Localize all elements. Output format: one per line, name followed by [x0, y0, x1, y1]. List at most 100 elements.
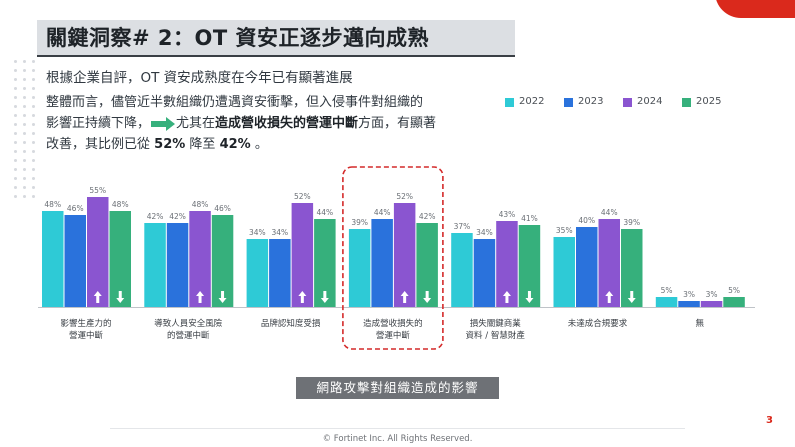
decorative-dot: [14, 69, 17, 72]
category-label: 導致人員安全風險: [154, 318, 223, 329]
bar-value-label: 39%: [623, 218, 640, 227]
decorative-dot: [23, 123, 26, 126]
bar-value-label: 44%: [317, 208, 334, 217]
body-line-2b: 尤其在: [176, 116, 216, 131]
decorative-dot: [23, 87, 26, 90]
decorative-dot: [14, 105, 17, 108]
body-line-3a: 改善，其比例已從: [46, 137, 151, 152]
decorative-dot: [32, 195, 35, 198]
decorative-dot: [23, 159, 26, 162]
bar-2022: [451, 233, 473, 307]
decorative-dot: [14, 150, 17, 153]
decorative-dot: [23, 78, 26, 81]
decorative-dot: [32, 87, 35, 90]
body-value-after: 42%: [219, 137, 251, 152]
decorative-dot-grid: [14, 60, 44, 210]
body-line-2c: 方面，有顯著: [358, 116, 437, 131]
bar-2023: [576, 227, 598, 307]
decorative-dot: [14, 177, 17, 180]
decorative-dot: [14, 168, 17, 171]
category-label: 營運中斷: [69, 330, 104, 341]
decorative-dot: [32, 141, 35, 144]
body-text: 整體而言，儘管近半數組織仍遭遇資安衝擊，但入侵事件對組織的 影響正持續下降， 尤其…: [46, 92, 501, 155]
arrow-down-icon: [320, 291, 329, 303]
decorative-dot: [14, 114, 17, 117]
legend-label: 2023: [578, 96, 604, 107]
bar-value-label: 3%: [706, 290, 718, 299]
chart-caption: 網路攻擊對組織造成的影響: [296, 377, 499, 399]
decorative-dot: [32, 132, 35, 135]
arrow-up-icon: [93, 291, 102, 303]
brand-corner-shape: [715, 0, 795, 18]
decorative-dot: [32, 60, 35, 63]
arrow-down-icon: [423, 291, 432, 303]
footer-copyright: © Fortinet Inc. All Rights Reserved.: [322, 434, 473, 444]
footer-divider: [110, 428, 685, 429]
bar-value-label: 46%: [214, 204, 231, 213]
decorative-dot: [23, 150, 26, 153]
decorative-dot: [23, 186, 26, 189]
bar-value-label: 42%: [169, 212, 186, 221]
bar-2022: [553, 237, 575, 307]
decorative-dot: [14, 186, 17, 189]
bar-value-label: 42%: [419, 212, 436, 221]
decorative-dot: [23, 96, 26, 99]
arrow-down-icon: [116, 291, 125, 303]
bar-2023: [269, 239, 291, 307]
decorative-dot: [32, 123, 35, 126]
bar-value-label: 55%: [89, 186, 106, 195]
category-label: 品牌認知度受損: [261, 318, 321, 329]
bar-value-label: 52%: [396, 192, 413, 201]
category-label: 造成營收損失的: [363, 318, 423, 329]
body-highlight-text: 造成營收損失的營運中斷: [215, 116, 359, 131]
bar-2024: [598, 219, 620, 307]
body-line-2: 影響正持續下降， 尤其在造成營收損失的營運中斷方面，有顯著: [46, 113, 501, 134]
decorative-dot: [23, 168, 26, 171]
bar-value-label: 48%: [44, 200, 61, 209]
legend-label: 2025: [696, 96, 722, 107]
bar-2023: [64, 215, 86, 307]
bar-value-label: 43%: [499, 210, 516, 219]
bar-2023: [371, 219, 393, 307]
decorative-dot: [14, 159, 17, 162]
category-label: 資料 / 智慧財產: [466, 330, 526, 341]
bar-2022: [348, 229, 371, 307]
decorative-dot: [14, 123, 17, 126]
bar-value-label: 5%: [728, 286, 740, 295]
page-number: 3: [766, 415, 773, 426]
decorative-dot: [32, 168, 35, 171]
arrow-up-icon: [298, 291, 307, 303]
legend-label: 2022: [519, 96, 545, 107]
decorative-dot: [14, 195, 17, 198]
decorative-dot: [14, 132, 17, 135]
bar-2025: [211, 215, 234, 307]
decorative-dot: [23, 69, 26, 72]
decorative-dot: [23, 60, 26, 63]
decorative-dot: [14, 87, 17, 90]
decorative-dot: [23, 114, 26, 117]
arrow-up-icon: [196, 291, 205, 303]
decorative-dot: [14, 60, 17, 63]
category-label: 損失關鍵商業: [470, 318, 522, 329]
category-label: 營運中斷: [376, 330, 411, 341]
category-label: 未達成合規要求: [568, 318, 628, 329]
decorative-dot: [23, 132, 26, 135]
bar-value-label: 34%: [476, 228, 493, 237]
bar-value-label: 46%: [67, 204, 84, 213]
arrow-down-icon: [218, 291, 227, 303]
bar-2025: [723, 297, 745, 307]
decorative-dot: [14, 96, 17, 99]
bar-value-label: 5%: [661, 286, 673, 295]
bar-value-label: 3%: [683, 290, 695, 299]
decorative-dot: [23, 177, 26, 180]
bar-value-label: 42%: [147, 212, 164, 221]
decorative-dot: [23, 141, 26, 144]
bar-2025: [416, 223, 438, 307]
bar-2024: [496, 221, 518, 307]
bar-value-label: 35%: [556, 226, 573, 235]
decorative-dot: [14, 78, 17, 81]
legend-swatch: [564, 98, 573, 107]
body-line-1: 整體而言，儘管近半數組織仍遭遇資安衝擊，但入侵事件對組織的: [46, 95, 424, 110]
